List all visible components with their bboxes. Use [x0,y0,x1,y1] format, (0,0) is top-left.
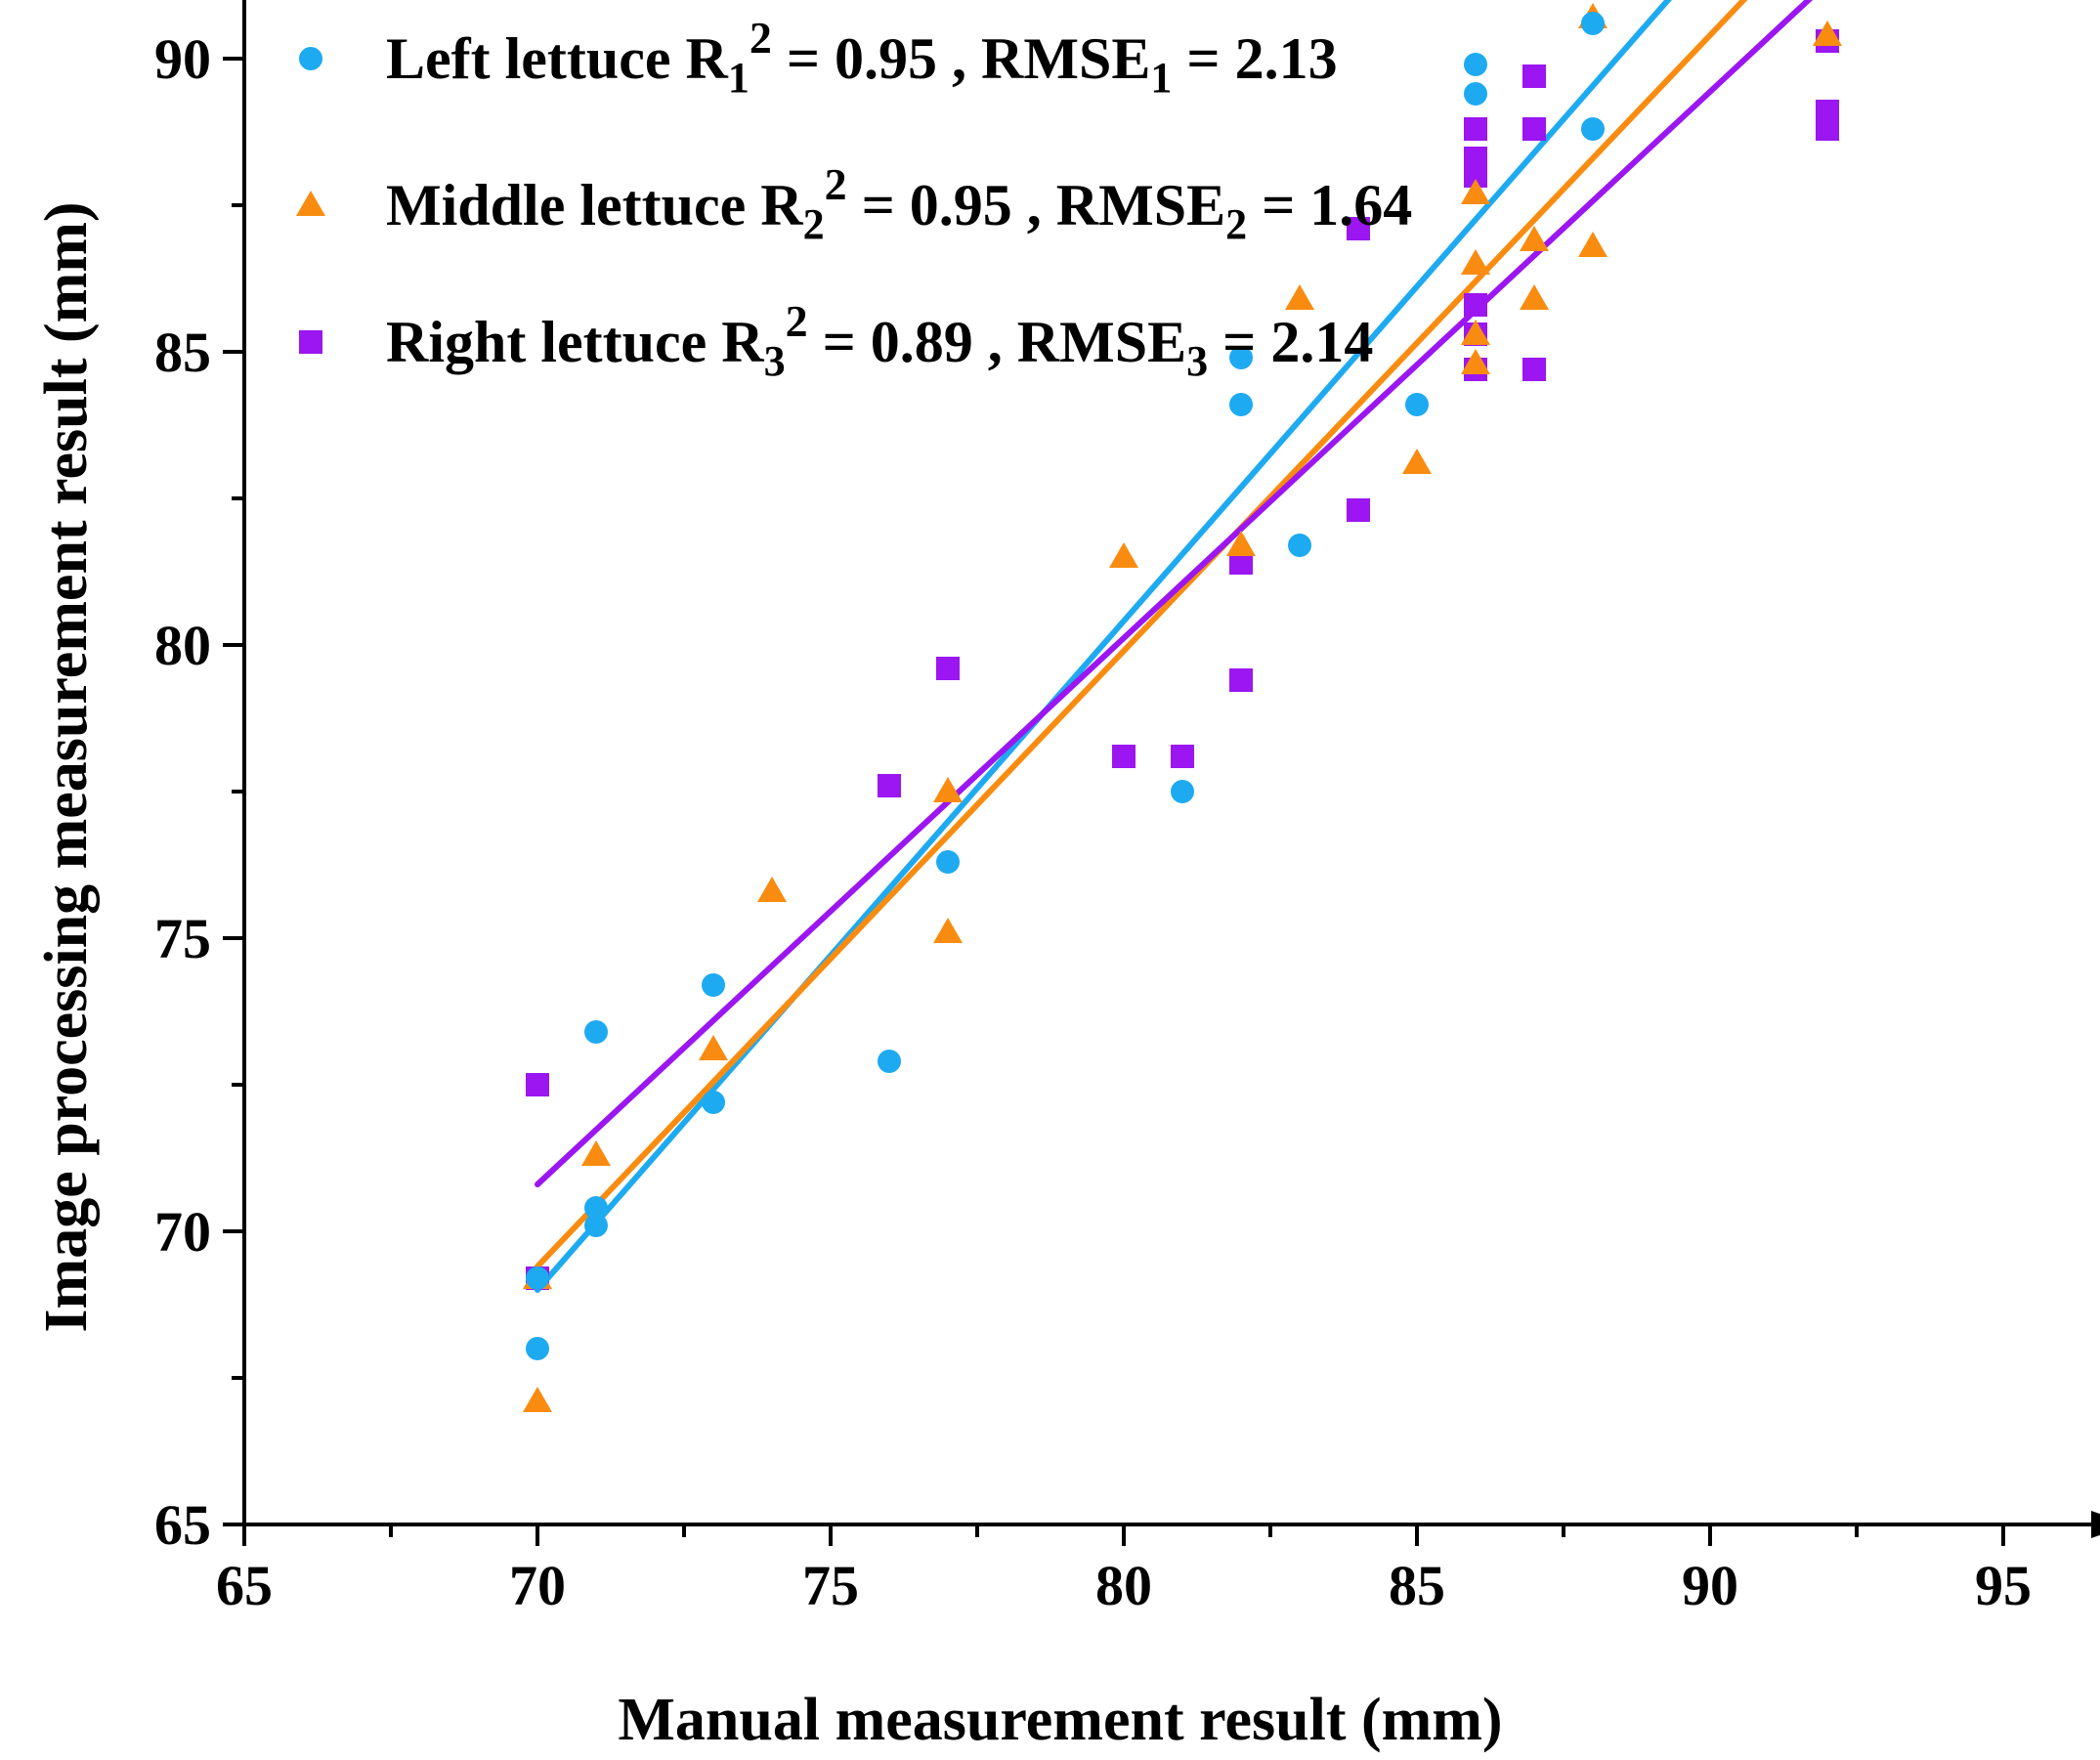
x-tick-label: 85 [1389,1554,1445,1617]
left-lettuce-point [1288,534,1311,557]
y-axis-title: Image processing measurement result (mm) [33,201,100,1332]
left-lettuce-point [878,1050,901,1073]
left-lettuce-point [936,850,960,874]
fit-lines [535,0,1814,1293]
x-axis-title: Manual measurement result (mm) [618,1687,1502,1753]
middle-lettuce-point [1402,449,1432,474]
left-lettuce-point [584,1196,608,1220]
y-tick-label: 70 [154,1200,211,1264]
right-lettuce-point [1464,117,1487,141]
middle-lettuce-point [933,918,963,943]
right-lettuce-point [1464,293,1487,317]
left-lettuce-legend-marker [299,47,322,70]
x-tick-label: 95 [1975,1554,2032,1617]
right-lettuce-point [1522,358,1546,381]
middle-lettuce-point [523,1387,552,1412]
right-lettuce-legend-marker [299,330,322,354]
left-lettuce-point [1581,12,1605,35]
right-lettuce-point [1229,668,1253,692]
middle-lettuce-point [1109,542,1138,568]
right-lettuce-point [1347,217,1370,240]
middle-lettuce-point [1285,284,1314,310]
middle-lettuce-point [933,777,963,802]
left-lettuce-legend-label: Left lettuce R12 = 0.95 , RMSE1 = 2.13 [386,13,1338,102]
middle-lettuce-point [1461,349,1490,374]
right-lettuce-point [878,774,901,797]
right-lettuce-point [1112,745,1136,768]
x-axis-arrow [2091,1511,2100,1538]
middle-lettuce-point [1461,320,1490,345]
right-lettuce-point [1522,117,1546,141]
y-tick-label: 90 [154,27,211,91]
middle-lettuce-legend-marker [296,191,325,216]
middle-lettuce-point [1813,21,1842,46]
middle-lettuce-point [1520,226,1549,251]
middle-lettuce-point [1461,179,1490,204]
right-lettuce-fit-line [535,0,1814,1187]
middle-lettuce-point [1461,249,1490,275]
data-points [523,3,1842,1412]
y-tick-label: 80 [154,614,211,677]
y-tick-label: 65 [154,1493,211,1557]
right-lettuce-point [526,1073,549,1096]
left-lettuce-point [1464,53,1487,76]
left-lettuce-point [1171,780,1194,803]
left-lettuce-point [1581,117,1605,141]
right-lettuce-point [1347,498,1370,522]
x-tick-label: 80 [1095,1554,1152,1617]
middle-lettuce-point [1520,284,1549,310]
middle-lettuce-fit-line [535,0,1748,1269]
left-lettuce-point [1229,393,1253,416]
left-lettuce-point [1464,82,1487,106]
middle-lettuce-point [581,1140,611,1166]
left-lettuce-point [526,1337,549,1360]
middle-lettuce-point [757,877,787,902]
x-tick-label: 65 [216,1554,273,1617]
left-lettuce-point [702,973,725,997]
axes: 6570758085909565707580859095 [154,0,2100,1617]
right-lettuce-point [1816,100,1839,123]
right-lettuce-point [1171,745,1194,768]
left-lettuce-point [584,1214,608,1237]
right-lettuce-legend-label: Right lettuce R32 = 0.89 , RMSE3 = 2.14 [386,296,1373,385]
legend: Left lettuce R12 = 0.95 , RMSE1 = 2.13 Mi… [296,13,1412,385]
middle-lettuce-point [1578,232,1607,257]
right-lettuce-point [1464,147,1487,170]
right-lettuce-point [1522,64,1546,88]
left-lettuce-point [584,1020,608,1044]
left-lettuce-point [1229,346,1253,369]
left-lettuce-point [526,1266,549,1290]
right-lettuce-point [936,657,960,680]
y-tick-label: 85 [154,321,211,384]
x-tick-label: 70 [509,1554,566,1617]
left-lettuce-point [702,1091,725,1114]
x-tick-label: 75 [802,1554,859,1617]
middle-lettuce-point [1226,531,1256,556]
left-lettuce-point [1405,393,1429,416]
middle-lettuce-legend-label: Middle lettuce R22 = 0.95 , RMSE2 = 1.64 [386,159,1412,248]
y-tick-label: 75 [154,907,211,970]
x-tick-label: 90 [1682,1554,1738,1617]
middle-lettuce-point [699,1035,728,1060]
